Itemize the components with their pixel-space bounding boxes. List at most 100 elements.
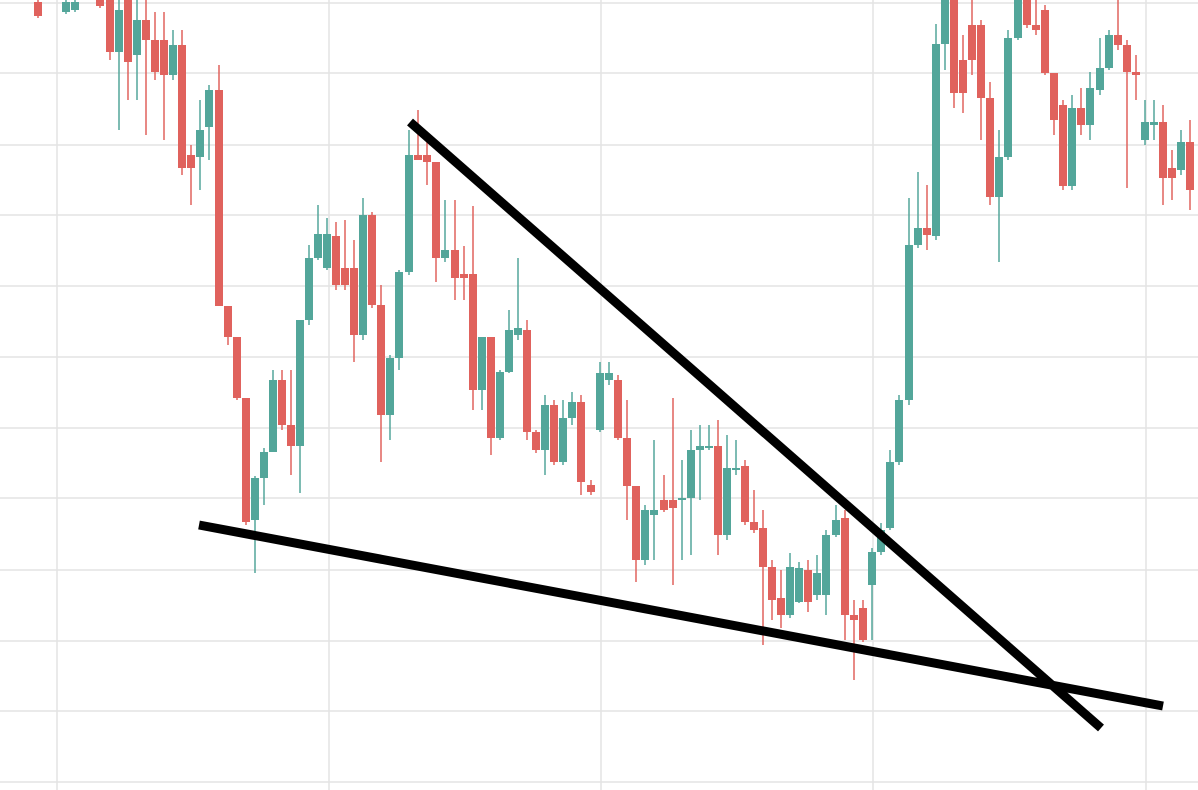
candle-body bbox=[414, 155, 422, 160]
candle-body bbox=[1041, 10, 1049, 73]
candle-body bbox=[1186, 142, 1194, 190]
candle-body bbox=[1168, 168, 1176, 178]
candle-body bbox=[178, 45, 186, 168]
candle-body bbox=[1114, 35, 1122, 45]
candle-body bbox=[377, 305, 385, 415]
candle-body bbox=[323, 234, 331, 268]
candle-body bbox=[160, 40, 168, 75]
candle-body bbox=[568, 402, 576, 418]
candle-body bbox=[386, 358, 394, 415]
candle-body bbox=[469, 274, 477, 390]
candle-body bbox=[1132, 72, 1140, 75]
candle-body bbox=[233, 337, 241, 398]
candle-body bbox=[359, 215, 367, 335]
candle-body bbox=[496, 372, 504, 438]
candle-body bbox=[968, 25, 976, 60]
candle-body bbox=[614, 380, 622, 438]
candle-body bbox=[1150, 122, 1158, 125]
candle-body bbox=[1096, 68, 1104, 90]
candle-body bbox=[669, 500, 677, 508]
candle-body bbox=[341, 268, 349, 285]
candle-body bbox=[768, 567, 776, 600]
candle-body bbox=[251, 478, 259, 520]
candle-body bbox=[959, 60, 967, 93]
candle-body bbox=[332, 236, 340, 285]
candle-body bbox=[133, 20, 141, 55]
candle-body bbox=[395, 272, 403, 358]
candle-body bbox=[305, 258, 313, 320]
candle-body bbox=[1077, 108, 1085, 125]
candle-body bbox=[405, 155, 413, 272]
candle-body bbox=[151, 40, 159, 72]
candle-body bbox=[487, 337, 495, 438]
candle-body bbox=[1032, 25, 1040, 30]
candle-body bbox=[541, 405, 549, 450]
candle-body bbox=[632, 486, 640, 560]
candle-body bbox=[478, 337, 486, 390]
candle-body bbox=[905, 245, 913, 400]
candle-body bbox=[514, 328, 522, 335]
candle-body bbox=[71, 2, 79, 10]
candle-body bbox=[1177, 142, 1185, 170]
candle-body bbox=[260, 452, 268, 478]
candle-body bbox=[723, 468, 731, 535]
candle-body bbox=[1105, 35, 1113, 68]
candle-body bbox=[1050, 73, 1058, 120]
candle-body bbox=[205, 90, 213, 127]
candle-body bbox=[832, 520, 840, 535]
candle-body bbox=[850, 615, 858, 620]
candle-body bbox=[986, 98, 994, 197]
candle-body bbox=[687, 450, 695, 498]
candle-body bbox=[932, 44, 940, 236]
candle-body bbox=[368, 215, 376, 305]
candle-body bbox=[822, 535, 830, 595]
candle-body bbox=[714, 446, 722, 535]
candle-body bbox=[732, 468, 740, 470]
candle-body bbox=[115, 10, 123, 52]
candle-body bbox=[804, 570, 812, 602]
trend-line bbox=[198, 520, 1164, 711]
candle-body bbox=[34, 2, 42, 16]
candle-body bbox=[1068, 108, 1076, 186]
candle-body bbox=[559, 418, 567, 462]
candle-body bbox=[696, 446, 704, 450]
candle-body bbox=[242, 398, 250, 522]
candle-body bbox=[1014, 0, 1022, 38]
candle-body bbox=[460, 274, 468, 278]
candle-body bbox=[124, 0, 132, 62]
candle-body bbox=[1123, 45, 1131, 72]
candle-body bbox=[705, 446, 713, 448]
candle-body bbox=[923, 228, 931, 235]
candle-body bbox=[641, 510, 649, 560]
candle-body bbox=[950, 0, 958, 93]
candle-body bbox=[224, 306, 232, 337]
candle-body bbox=[1086, 88, 1094, 125]
candle-body bbox=[786, 567, 794, 615]
candle-body bbox=[777, 598, 785, 615]
candle-body bbox=[505, 330, 513, 372]
candle-body bbox=[96, 0, 104, 6]
candle-body bbox=[62, 2, 70, 12]
candle-body bbox=[977, 25, 985, 98]
candle-body bbox=[886, 462, 894, 528]
candle-body bbox=[278, 380, 286, 425]
candle-body bbox=[350, 268, 358, 335]
candle-body bbox=[423, 155, 431, 162]
candle-body bbox=[859, 608, 867, 640]
candle-body bbox=[1004, 38, 1012, 157]
candle-body bbox=[1059, 105, 1067, 186]
candle-body bbox=[142, 20, 150, 40]
candle-body bbox=[523, 330, 531, 432]
candle-body bbox=[187, 155, 195, 168]
candle-body bbox=[196, 130, 204, 157]
trend-line bbox=[407, 118, 1104, 732]
candle-body bbox=[813, 573, 821, 595]
candle-body bbox=[1141, 122, 1149, 140]
candle-body bbox=[995, 157, 1003, 197]
candle-body bbox=[868, 552, 876, 585]
candle-body bbox=[314, 234, 322, 258]
candle-body bbox=[106, 0, 114, 52]
candle-body bbox=[895, 400, 903, 462]
